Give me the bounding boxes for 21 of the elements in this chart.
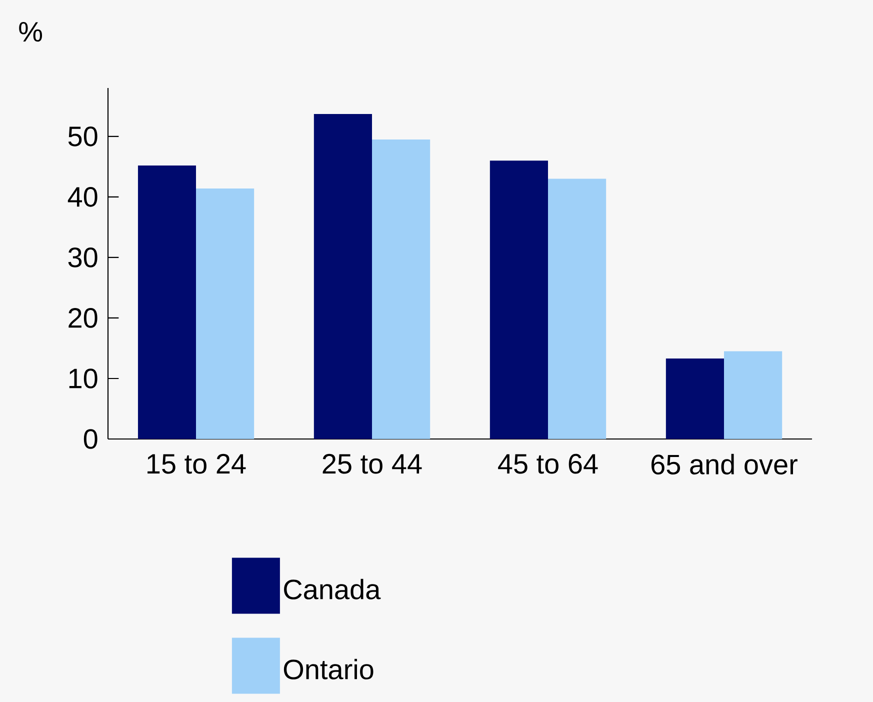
bar (548, 178, 606, 439)
bar (490, 160, 548, 439)
y-tick-label: 10 (69, 368, 98, 388)
y-tick-label: 30 (68, 248, 98, 268)
x-tick-label: 45 to 64 (498, 454, 598, 474)
bar (372, 139, 430, 439)
x-tick-label: 65 and over (651, 454, 798, 474)
bar (666, 358, 724, 439)
legend-label: Canada (284, 578, 381, 600)
y-tick-label: 50 (68, 126, 98, 146)
x-tick-label: 25 to 44 (322, 454, 422, 474)
bar (724, 351, 782, 439)
y-tick-label: 0 (84, 429, 98, 449)
legend-label: Ontario (284, 658, 374, 680)
y-tick-label: 40 (68, 187, 98, 207)
bar (138, 165, 196, 439)
x-tick-label: 15 to 24 (148, 454, 246, 474)
y-tick-label: 20 (68, 308, 98, 328)
bar (196, 188, 254, 439)
bar (314, 114, 372, 439)
y-axis-title: % (19, 22, 42, 42)
